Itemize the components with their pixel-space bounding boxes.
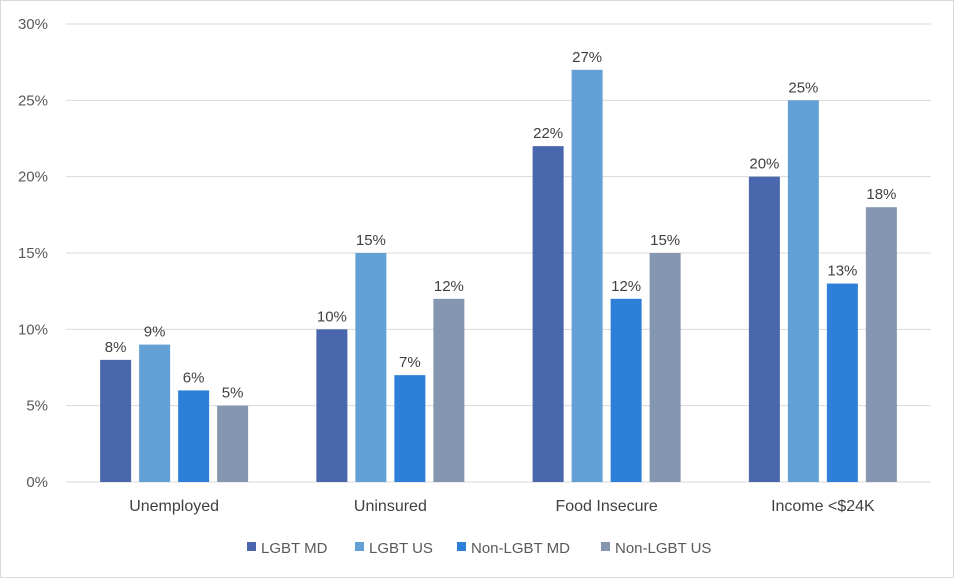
data-labels: 8% 9% 6% 5% 10% 15% 7% 12% 22% 27% 12% 15% 20% 25% 13%… bbox=[105, 49, 897, 402]
bar bbox=[748, 176, 780, 482]
data-label: 15% bbox=[356, 232, 386, 249]
bar bbox=[355, 253, 387, 482]
legend-swatch bbox=[355, 542, 364, 551]
legend-swatch bbox=[457, 542, 466, 551]
y-tick-label: 5% bbox=[26, 398, 48, 415]
x-tick-label: Income <$24K bbox=[771, 498, 875, 515]
bar bbox=[649, 253, 681, 482]
legend-swatch bbox=[601, 542, 610, 551]
bar bbox=[826, 283, 858, 482]
bar bbox=[139, 344, 171, 482]
data-label: 7% bbox=[399, 354, 421, 371]
data-label: 6% bbox=[183, 369, 205, 386]
data-label: 18% bbox=[866, 186, 896, 203]
bar bbox=[178, 390, 210, 482]
bar bbox=[787, 100, 819, 482]
bar bbox=[100, 359, 132, 482]
data-label: 12% bbox=[611, 278, 641, 295]
bar bbox=[394, 375, 426, 482]
bar bbox=[217, 405, 249, 482]
y-tick-label: 25% bbox=[18, 92, 48, 109]
gridlines bbox=[66, 23, 931, 483]
bar bbox=[316, 329, 348, 482]
y-tick-label: 10% bbox=[18, 321, 48, 338]
bars bbox=[100, 69, 897, 483]
y-axis: 0% 5% 10% 15% 20% 25% 30% bbox=[18, 16, 48, 491]
legend-label: Non-LGBT MD bbox=[471, 540, 570, 557]
x-tick-label: Unemployed bbox=[129, 498, 219, 515]
bar bbox=[865, 207, 897, 482]
data-label: 13% bbox=[827, 263, 857, 280]
data-label: 15% bbox=[650, 232, 680, 249]
x-axis: Unemployed Uninsured Food Insecure Income <… bbox=[129, 498, 875, 515]
y-tick-label: 0% bbox=[26, 474, 48, 491]
data-label: 12% bbox=[434, 278, 464, 295]
data-label: 25% bbox=[788, 79, 818, 96]
data-label: 22% bbox=[533, 125, 563, 142]
bar bbox=[433, 298, 465, 482]
legend-label: LGBT MD bbox=[261, 540, 328, 557]
legend: LGBT MD LGBT US Non-LGBT MD Non-LGBT US bbox=[247, 540, 711, 557]
bar bbox=[610, 298, 642, 482]
legend-swatch bbox=[247, 542, 256, 551]
bar bbox=[532, 146, 564, 482]
data-label: 8% bbox=[105, 339, 127, 356]
x-tick-label: Food Insecure bbox=[555, 498, 657, 515]
legend-label: Non-LGBT US bbox=[615, 540, 711, 557]
data-label: 20% bbox=[749, 156, 779, 173]
data-label: 10% bbox=[317, 308, 347, 325]
y-tick-label: 30% bbox=[18, 16, 48, 33]
data-label: 9% bbox=[144, 324, 166, 341]
bar bbox=[571, 69, 603, 483]
data-label: 27% bbox=[572, 49, 602, 66]
data-label: 5% bbox=[222, 385, 244, 402]
y-tick-label: 20% bbox=[18, 169, 48, 186]
x-tick-label: Uninsured bbox=[354, 498, 427, 515]
y-tick-label: 15% bbox=[18, 245, 48, 262]
legend-label: LGBT US bbox=[369, 540, 433, 557]
